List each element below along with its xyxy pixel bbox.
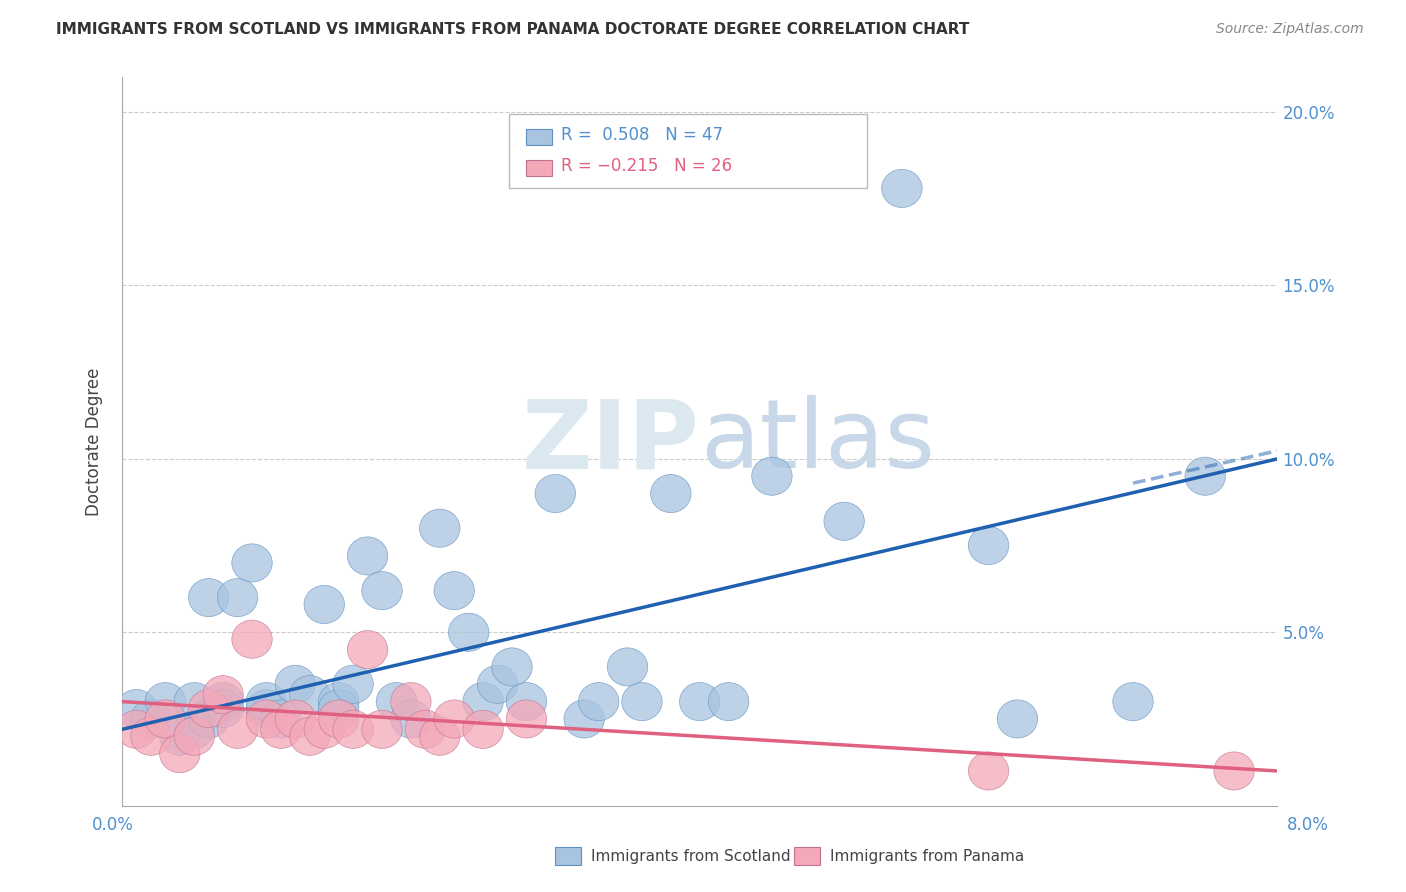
Ellipse shape <box>160 717 200 756</box>
Ellipse shape <box>679 682 720 721</box>
Ellipse shape <box>607 648 648 686</box>
Ellipse shape <box>131 717 172 756</box>
Ellipse shape <box>276 700 315 738</box>
Text: R = −0.215   N = 26: R = −0.215 N = 26 <box>561 157 733 175</box>
Ellipse shape <box>145 700 186 738</box>
Ellipse shape <box>405 710 446 748</box>
Ellipse shape <box>824 502 865 541</box>
Ellipse shape <box>969 526 1008 565</box>
Ellipse shape <box>997 700 1038 738</box>
Ellipse shape <box>188 579 229 616</box>
Ellipse shape <box>304 585 344 624</box>
Ellipse shape <box>477 665 517 704</box>
Text: R =  0.508   N = 47: R = 0.508 N = 47 <box>561 126 723 144</box>
Ellipse shape <box>246 700 287 738</box>
Ellipse shape <box>145 682 186 721</box>
Y-axis label: Doctorate Degree: Doctorate Degree <box>86 368 103 516</box>
Ellipse shape <box>160 734 200 772</box>
Ellipse shape <box>449 613 489 651</box>
Text: atlas: atlas <box>700 395 935 488</box>
Ellipse shape <box>202 675 243 714</box>
Text: Source: ZipAtlas.com: Source: ZipAtlas.com <box>1216 22 1364 37</box>
Ellipse shape <box>232 620 273 658</box>
Bar <box>526 129 551 145</box>
Ellipse shape <box>578 682 619 721</box>
Ellipse shape <box>304 710 344 748</box>
Ellipse shape <box>506 700 547 738</box>
Ellipse shape <box>361 710 402 748</box>
Ellipse shape <box>319 700 359 738</box>
Ellipse shape <box>463 710 503 748</box>
Ellipse shape <box>333 710 374 748</box>
Ellipse shape <box>347 537 388 575</box>
Ellipse shape <box>174 682 215 721</box>
Ellipse shape <box>347 631 388 669</box>
Bar <box>526 160 551 176</box>
Ellipse shape <box>319 690 359 728</box>
Ellipse shape <box>202 690 243 728</box>
Ellipse shape <box>492 648 533 686</box>
Ellipse shape <box>260 700 301 738</box>
Ellipse shape <box>260 710 301 748</box>
Ellipse shape <box>131 700 172 738</box>
Ellipse shape <box>232 544 273 582</box>
Ellipse shape <box>1213 752 1254 790</box>
Ellipse shape <box>188 690 229 728</box>
Ellipse shape <box>434 572 474 610</box>
Ellipse shape <box>202 682 243 721</box>
Ellipse shape <box>218 710 257 748</box>
Ellipse shape <box>290 675 330 714</box>
FancyBboxPatch shape <box>509 114 868 188</box>
Ellipse shape <box>969 752 1008 790</box>
Ellipse shape <box>290 717 330 756</box>
Ellipse shape <box>246 682 287 721</box>
Ellipse shape <box>117 710 156 748</box>
Text: ZIP: ZIP <box>522 395 700 488</box>
Ellipse shape <box>419 717 460 756</box>
Text: Immigrants from Scotland: Immigrants from Scotland <box>591 849 790 863</box>
Ellipse shape <box>391 700 432 738</box>
Text: IMMIGRANTS FROM SCOTLAND VS IMMIGRANTS FROM PANAMA DOCTORATE DEGREE CORRELATION : IMMIGRANTS FROM SCOTLAND VS IMMIGRANTS F… <box>56 22 970 37</box>
Ellipse shape <box>536 475 575 513</box>
Ellipse shape <box>174 710 215 748</box>
Ellipse shape <box>246 690 287 728</box>
Ellipse shape <box>506 682 547 721</box>
Ellipse shape <box>882 169 922 208</box>
Ellipse shape <box>361 572 402 610</box>
Ellipse shape <box>333 665 374 704</box>
Ellipse shape <box>1112 682 1153 721</box>
Ellipse shape <box>651 475 692 513</box>
Ellipse shape <box>1185 457 1226 495</box>
Text: 8.0%: 8.0% <box>1286 816 1329 834</box>
Ellipse shape <box>276 665 315 704</box>
Ellipse shape <box>709 682 749 721</box>
Ellipse shape <box>419 509 460 548</box>
Ellipse shape <box>218 579 257 616</box>
Ellipse shape <box>319 682 359 721</box>
Ellipse shape <box>391 682 432 721</box>
Ellipse shape <box>174 717 215 756</box>
Ellipse shape <box>752 457 792 495</box>
Ellipse shape <box>377 682 416 721</box>
Ellipse shape <box>434 700 474 738</box>
Text: Immigrants from Panama: Immigrants from Panama <box>830 849 1024 863</box>
Ellipse shape <box>463 682 503 721</box>
Ellipse shape <box>117 690 156 728</box>
Text: 0.0%: 0.0% <box>91 816 134 834</box>
Ellipse shape <box>621 682 662 721</box>
Ellipse shape <box>564 700 605 738</box>
Ellipse shape <box>188 700 229 738</box>
